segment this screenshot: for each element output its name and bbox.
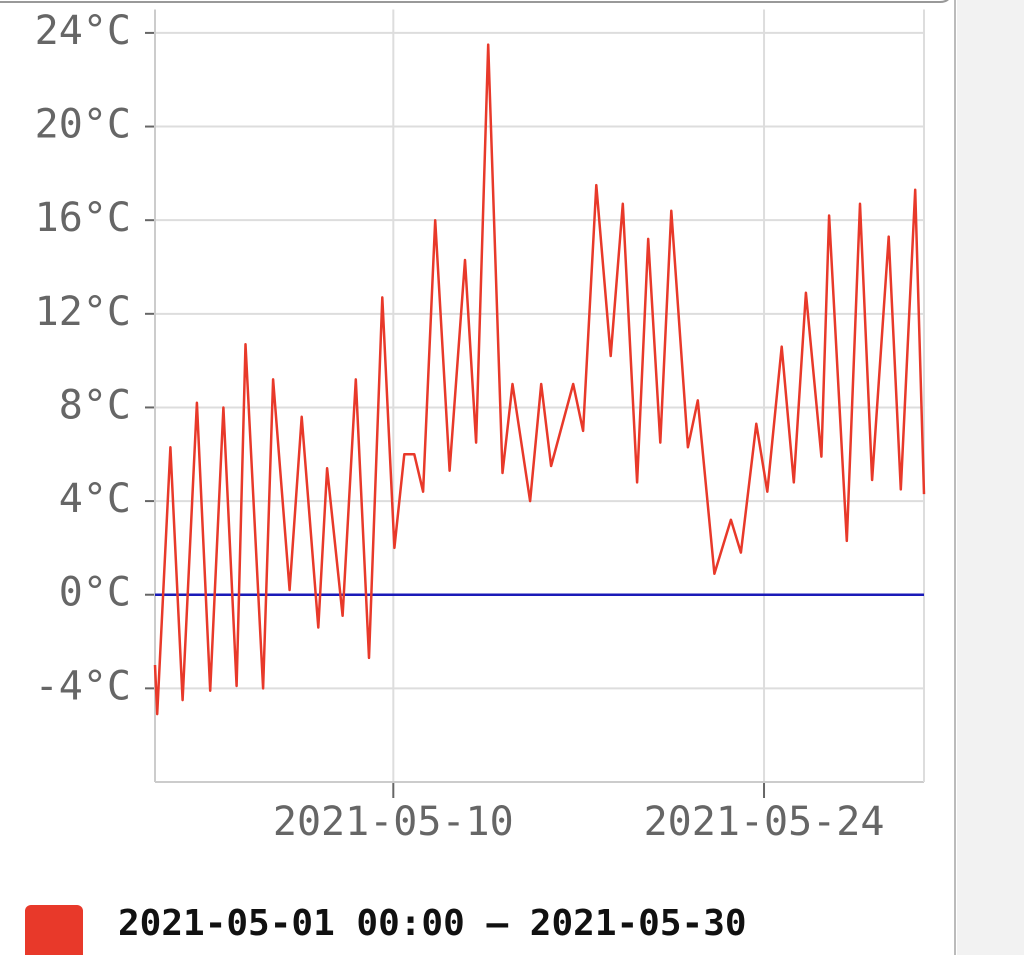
y-tick-label: 12°C	[35, 289, 131, 335]
y-tick-label: 24°C	[35, 8, 131, 54]
series-line	[153, 43, 926, 716]
y-tick-label: 8°C	[59, 382, 131, 428]
legend-label: 2021-05-01 00:00 – 2021-05-30	[118, 903, 747, 944]
y-tick-label: -4°C	[35, 663, 131, 709]
legend-swatch	[25, 905, 83, 955]
x-tick-label: 2021-05-24	[644, 799, 885, 845]
x-tick-label: 2021-05-10	[273, 799, 514, 845]
y-tick-label: 0°C	[59, 570, 131, 616]
y-tick-label: 16°C	[35, 195, 131, 241]
frame-edge	[0, 0, 949, 3]
y-tick-label: 20°C	[35, 102, 131, 148]
y-tick-label: 4°C	[59, 476, 131, 522]
scrollbar-track	[957, 0, 1024, 955]
